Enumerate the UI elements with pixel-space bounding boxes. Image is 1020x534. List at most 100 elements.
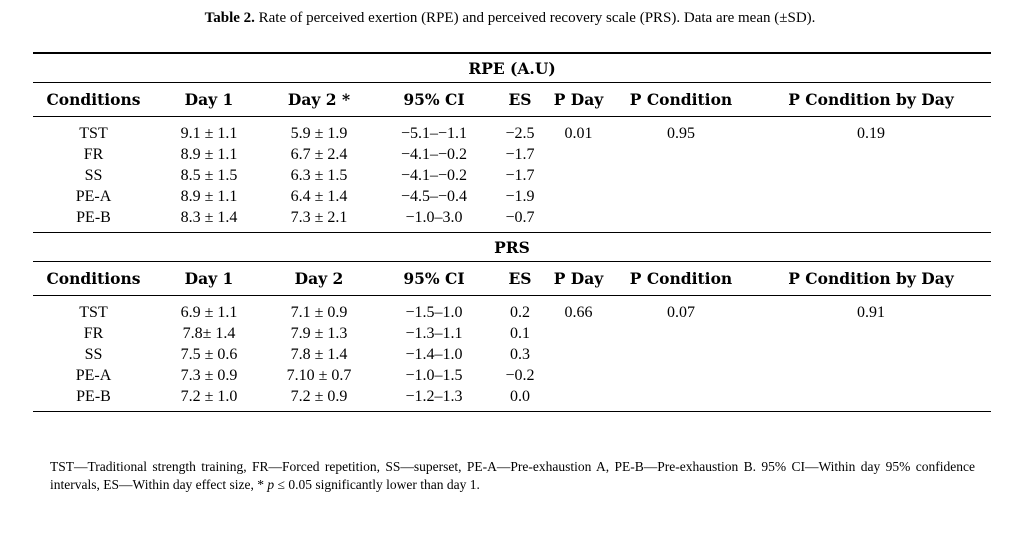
column-header: P Condition by Day [751, 82, 991, 117]
table-cell: −4.1–−0.2 [400, 166, 468, 184]
table-cell: −5.1–−1.1 [400, 124, 468, 142]
column-header: P Condition [611, 82, 751, 117]
table-row: PE-B 8.3 ± 1.4 7.3 ± 2.1 −1.0–3.0 −0.7 [33, 207, 991, 233]
table-cell: −2.5 [505, 124, 535, 142]
table-row: TST 6.9 ± 1.1 7.1 ± 0.9 −1.5–1.0 0.2 0.66 0.07… [33, 296, 991, 324]
table-cell: 7.1 ± 0.9 [290, 303, 348, 321]
table-cell: −0.7 [505, 208, 535, 226]
table-cell: 0.95 [667, 124, 695, 142]
header-row: Conditions Day 1 Day 2 * 95% CI ES P Day P Con… [33, 82, 991, 117]
table-cell: 0.07 [667, 303, 695, 321]
table-cell [546, 365, 611, 386]
column-header: P Day [546, 82, 611, 117]
table-cell: SS [84, 345, 103, 363]
table-row: SS 8.5 ± 1.5 6.3 ± 1.5 −4.1–−0.2 −1.7 [33, 165, 991, 186]
column-header: Conditions [33, 261, 154, 296]
column-header: Day 2 [264, 261, 374, 296]
table-cell: 0.2 [510, 303, 530, 321]
table-cell [611, 365, 751, 386]
footnote-text: TST—Traditional strength training, FR—Fo… [50, 459, 975, 492]
table-label: Table 2. [204, 10, 255, 26]
table-cell: 7.9 ± 1.3 [290, 324, 348, 342]
table-cell: −1.7 [505, 145, 535, 163]
table-cell: 0.0 [494, 386, 546, 412]
table-cell: 7.8± 1.4 [182, 324, 236, 342]
table-cell: SS [84, 166, 103, 184]
table-caption-text: Rate of perceived exertion (RPE) and per… [254, 10, 816, 26]
table-cell: 5.9 ± 1.9 [290, 124, 348, 142]
table-cell [546, 344, 611, 365]
table-cell [751, 186, 991, 207]
table-cell: 7.8 ± 1.4 [290, 345, 348, 363]
table-cell: −1.9 [505, 187, 535, 205]
table-cell: 7.2 ± 1.0 [154, 386, 264, 412]
table-cell: 7.3 ± 0.9 [180, 366, 238, 384]
table-footnote: TST—Traditional strength training, FR—Fo… [50, 458, 975, 493]
table-cell [611, 165, 751, 186]
table-cell: PE-A [75, 187, 112, 205]
table-cell [611, 344, 751, 365]
table-cell: −1.3–1.1 [405, 324, 463, 342]
table-cell: −1.0–1.5 [405, 366, 463, 384]
table-cell: TST [79, 124, 108, 142]
table-cell [546, 323, 611, 344]
column-header: Day 1 [154, 82, 264, 117]
table-cell [751, 165, 991, 186]
table-cell [611, 207, 751, 233]
table-cell [751, 323, 991, 344]
table-cell: −1.5–1.0 [405, 303, 463, 321]
table-cell [611, 186, 751, 207]
column-header: ES [494, 261, 546, 296]
table-cell [546, 207, 611, 233]
table-cell: 8.5 ± 1.5 [180, 166, 238, 184]
section-title: RPE (A.U) [33, 52, 991, 83]
table-cell: 0.19 [857, 124, 885, 142]
table-cell [611, 144, 751, 165]
table-cell: 6.7 ± 2.4 [290, 145, 348, 163]
table-cell: 7.10 ± 0.7 [286, 366, 352, 384]
table-cell: −1.0–3.0 [405, 208, 463, 226]
table-cell: 0.3 [510, 345, 530, 363]
table-cell: 9.1 ± 1.1 [180, 124, 238, 142]
table-cell: 6.9 ± 1.1 [180, 303, 238, 321]
table-row: PE-B 7.2 ± 1.0 7.2 ± 0.9 −1.2–1.3 0.0 [33, 386, 991, 412]
table-cell: 0.66 [564, 303, 593, 321]
table-cell: PE-B [33, 386, 154, 412]
table-cell: FR [83, 324, 104, 342]
table-cell: −1.7 [505, 166, 535, 184]
footnote-text-end: ≤ 0.05 significantly lower than day 1. [274, 476, 480, 492]
table-cell: 8.9 ± 1.1 [180, 145, 238, 163]
table-cell [751, 207, 991, 233]
table-cell: TST [79, 303, 108, 321]
table-cell: 7.5 ± 0.6 [180, 345, 238, 363]
table-cell [546, 386, 611, 412]
table-cell: −4.5–−0.4 [400, 187, 468, 205]
column-header: P Day [546, 261, 611, 296]
table-cell: 7.3 ± 2.1 [290, 208, 348, 226]
table-row: SS 7.5 ± 0.6 7.8 ± 1.4 −1.4–1.0 0.3 [33, 344, 991, 365]
table-cell [546, 165, 611, 186]
table-cell: −1.4–1.0 [405, 345, 463, 363]
table-row: TST 9.1 ± 1.1 5.9 ± 1.9 −5.1–−1.1 −2.5 0.01 0.… [33, 117, 991, 145]
table-cell: 0.01 [564, 124, 593, 142]
table-cell [751, 144, 991, 165]
table-cell [751, 386, 991, 412]
table-cell: 6.3 ± 1.5 [290, 166, 348, 184]
column-header: P Condition [611, 261, 751, 296]
table-row: PE-A 8.9 ± 1.1 6.4 ± 1.4 −4.5–−0.4 −1.9 [33, 186, 991, 207]
table-cell [751, 365, 991, 386]
column-header: Day 1 [154, 261, 264, 296]
column-header: 95% CI [374, 261, 494, 296]
table-cell [611, 323, 751, 344]
table-cell: 8.9 ± 1.1 [180, 187, 238, 205]
table-cell: 0.1 [510, 324, 530, 342]
column-header: ES [494, 82, 546, 117]
table-cell: 6.4 ± 1.4 [290, 187, 348, 205]
section-title: PRS [33, 232, 991, 262]
section-title-row: PRS [33, 232, 991, 262]
column-header: Conditions [33, 82, 154, 117]
table-cell: −4.1–−0.2 [400, 145, 468, 163]
table-cell: 7.2 ± 0.9 [264, 386, 374, 412]
table-cell: −1.2–1.3 [374, 386, 494, 412]
footnote-p-symbol: p [267, 476, 275, 492]
